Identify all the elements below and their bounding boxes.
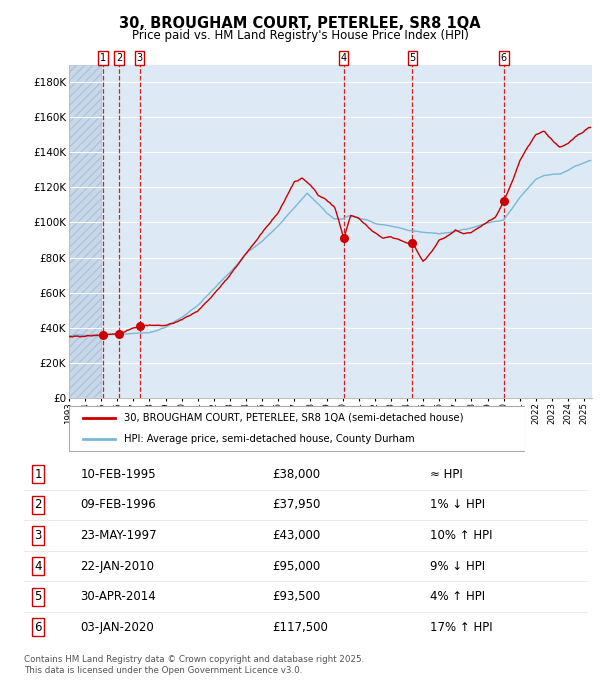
Text: Contains HM Land Registry data © Crown copyright and database right 2025.
This d: Contains HM Land Registry data © Crown c… [24, 656, 364, 675]
Text: 5: 5 [409, 53, 416, 63]
Text: £93,500: £93,500 [272, 590, 320, 603]
Text: 10% ↑ HPI: 10% ↑ HPI [430, 529, 493, 542]
Text: 3: 3 [34, 529, 42, 542]
Text: 2: 2 [34, 498, 42, 511]
Text: 30, BROUGHAM COURT, PETERLEE, SR8 1QA: 30, BROUGHAM COURT, PETERLEE, SR8 1QA [119, 16, 481, 31]
Text: £37,950: £37,950 [272, 498, 320, 511]
FancyBboxPatch shape [69, 405, 525, 452]
Text: 30-APR-2014: 30-APR-2014 [80, 590, 156, 603]
Text: 23-MAY-1997: 23-MAY-1997 [80, 529, 157, 542]
Text: £117,500: £117,500 [272, 621, 328, 634]
Text: 3: 3 [137, 53, 143, 63]
Text: 1: 1 [100, 53, 106, 63]
Text: 4% ↑ HPI: 4% ↑ HPI [430, 590, 485, 603]
Text: £43,000: £43,000 [272, 529, 320, 542]
Text: 4: 4 [34, 560, 42, 573]
Text: 1% ↓ HPI: 1% ↓ HPI [430, 498, 485, 511]
Text: 1: 1 [34, 468, 42, 481]
Text: 17% ↑ HPI: 17% ↑ HPI [430, 621, 493, 634]
Text: 03-JAN-2020: 03-JAN-2020 [80, 621, 154, 634]
Text: 2: 2 [116, 53, 122, 63]
Text: 5: 5 [34, 590, 42, 603]
Text: 9% ↓ HPI: 9% ↓ HPI [430, 560, 485, 573]
Text: 09-FEB-1996: 09-FEB-1996 [80, 498, 156, 511]
Text: 22-JAN-2010: 22-JAN-2010 [80, 560, 154, 573]
Text: £95,000: £95,000 [272, 560, 320, 573]
Text: £38,000: £38,000 [272, 468, 320, 481]
Text: HPI: Average price, semi-detached house, County Durham: HPI: Average price, semi-detached house,… [124, 434, 415, 444]
Text: 10-FEB-1995: 10-FEB-1995 [80, 468, 156, 481]
Text: 30, BROUGHAM COURT, PETERLEE, SR8 1QA (semi-detached house): 30, BROUGHAM COURT, PETERLEE, SR8 1QA (s… [124, 413, 463, 423]
Text: 6: 6 [501, 53, 507, 63]
Text: 6: 6 [34, 621, 42, 634]
Text: Price paid vs. HM Land Registry's House Price Index (HPI): Price paid vs. HM Land Registry's House … [131, 29, 469, 42]
Text: ≈ HPI: ≈ HPI [430, 468, 463, 481]
Bar [69, 65, 101, 398]
Text: 4: 4 [341, 53, 347, 63]
